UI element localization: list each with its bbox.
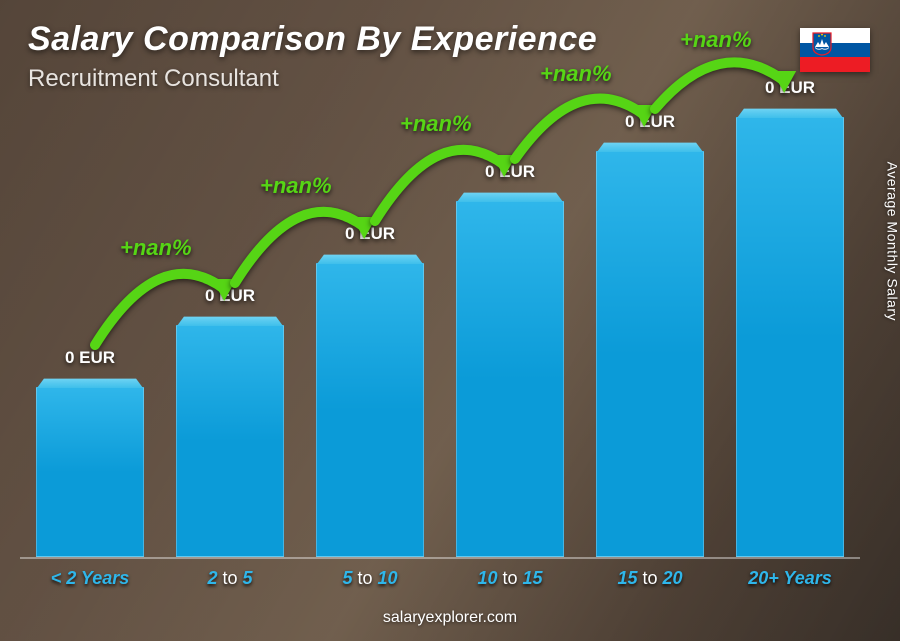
coat-of-arms-icon [812,32,832,56]
flag-stripe-blue [800,43,870,58]
bar-top-face [317,255,423,264]
country-flag [800,28,870,72]
bar-top-face [457,193,563,202]
bar-value-label: 0 EUR [65,348,115,368]
growth-delta-label: +nan% [540,61,612,87]
category-label: 5 to 10 [300,568,440,589]
growth-delta-label: +nan% [120,235,192,261]
bar-wrap: 0 EUR [596,151,704,557]
category-label: < 2 Years [20,568,160,589]
growth-delta-label: +nan% [260,173,332,199]
infographic-stage: Salary Comparison By Experience Recruitm… [0,0,900,641]
bar: 0 EUR [736,117,844,557]
bar-wrap: 0 EUR [456,201,564,557]
category-label: 20+ Years [720,568,860,589]
bar: 0 EUR [596,151,704,557]
y-axis-label: Average Monthly Salary [884,161,900,320]
bar-top-face [737,109,843,118]
bar-wrap: 0 EUR [36,387,144,557]
bar: 0 EUR [176,325,284,557]
bar-wrap: 0 EUR [736,117,844,557]
bar-wrap: 0 EUR [316,263,424,557]
bar: 0 EUR [36,387,144,557]
flag-stripe-red [800,57,870,72]
bar-wrap: 0 EUR [176,325,284,557]
bar: 0 EUR [456,201,564,557]
flag-stripe-white [800,28,870,43]
bar-value-label: 0 EUR [485,162,535,182]
bar-top-face [37,379,143,388]
category-label: 15 to 20 [580,568,720,589]
growth-delta-label: +nan% [680,27,752,53]
bar: 0 EUR [316,263,424,557]
page-title: Salary Comparison By Experience [28,20,597,59]
bar-chart: 0 EUR < 2 Years 0 EUR 2 to 5 +nan% 0 EUR 5 to … [20,71,860,591]
bar-value-label: 0 EUR [765,78,815,98]
chart-baseline [20,557,860,559]
bar-top-face [177,317,283,326]
bar-value-label: 0 EUR [625,112,675,132]
bar-value-label: 0 EUR [205,286,255,306]
category-label: 2 to 5 [160,568,300,589]
category-label: 10 to 15 [440,568,580,589]
source-attribution: salaryexplorer.com [383,609,517,627]
growth-delta-label: +nan% [400,111,472,137]
bar-value-label: 0 EUR [345,224,395,244]
bar-top-face [597,143,703,152]
